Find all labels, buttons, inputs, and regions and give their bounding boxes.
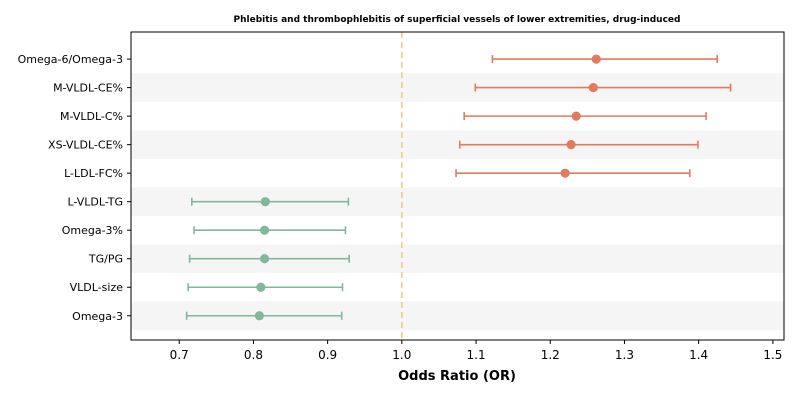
estimate-point (256, 282, 266, 292)
category-label: XS-VLDL-CE% (48, 139, 123, 152)
category-label: VLDL-size (70, 281, 124, 294)
estimate-point (259, 225, 270, 235)
x-tick-label: 0.8 (244, 348, 263, 362)
category-label: Omega-6/Omega-3 (18, 53, 123, 66)
chart-title: Phlebitis and thrombophlebitis of superf… (234, 15, 681, 25)
estimate-point (259, 254, 270, 264)
x-tick-label: 0.7 (170, 348, 189, 362)
plot-frame (130, 31, 785, 341)
axes: 0.7 0.8 0.9 1.0 1.1 1.2 1.3 1.4 1.5 (127, 31, 785, 362)
estimate-point (260, 197, 270, 207)
x-tick-label: 1.1 (467, 348, 486, 362)
x-tick-label: 1.2 (541, 348, 560, 362)
estimate-point (591, 54, 601, 64)
x-axis-title: Odds Ratio (OR) (398, 369, 516, 384)
x-tick-label: 1.3 (615, 348, 634, 362)
x-tick-label: 1.5 (763, 348, 782, 362)
estimate-marks (185, 54, 732, 321)
category-label: M-VLDL-CE% (53, 82, 123, 95)
x-tick-label: 0.9 (318, 348, 337, 362)
estimate-point (254, 311, 264, 321)
category-label: TG/PG (88, 253, 123, 266)
estimate-point (571, 111, 581, 121)
category-label: Omega-3 (72, 310, 123, 323)
category-labels: Omega-6/Omega-3 M-VLDL-CE% M-VLDL-C% XS-VLD… (18, 53, 124, 323)
category-label: M-VLDL-C% (60, 110, 123, 123)
category-label: L-LDL-FC% (64, 167, 123, 180)
category-label: L-VLDL-TG (67, 196, 123, 209)
estimate-point (560, 168, 570, 178)
estimate-point (566, 140, 576, 150)
estimate-point (588, 83, 598, 93)
x-tick-label: 1.0 (392, 348, 411, 362)
x-tick-label: 1.4 (689, 348, 708, 362)
category-label: Omega-3% (62, 224, 123, 237)
